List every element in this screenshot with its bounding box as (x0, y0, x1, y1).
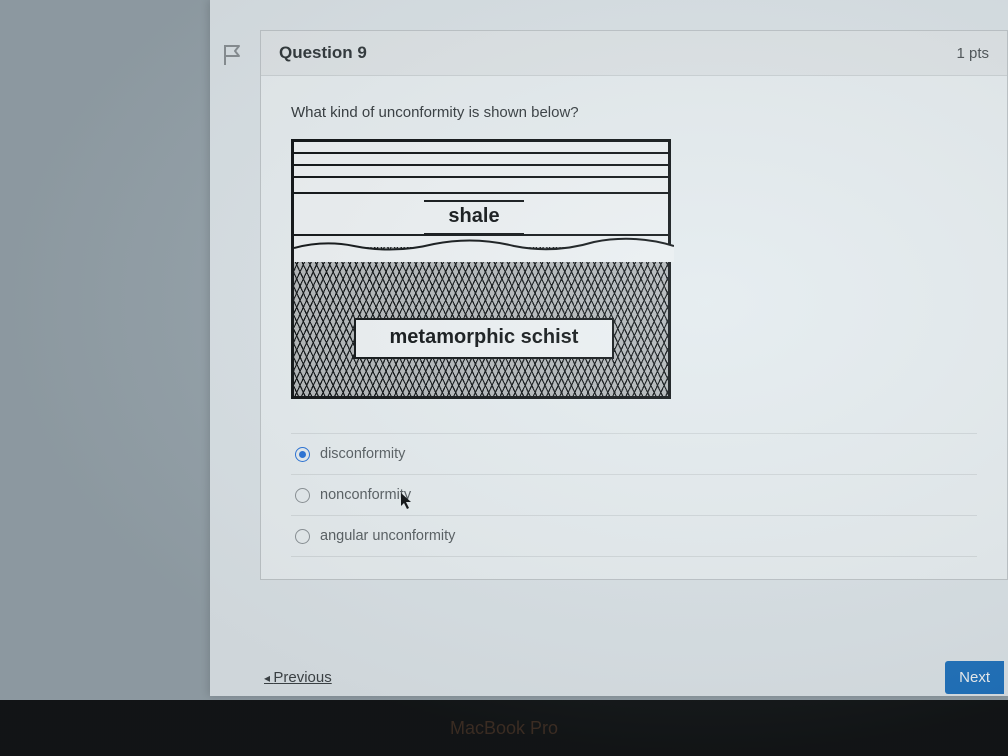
radio-icon (295, 529, 310, 544)
question-points: 1 pts (956, 45, 989, 62)
previous-button[interactable]: Previous (264, 669, 332, 686)
next-button[interactable]: Next (945, 661, 1004, 694)
answer-option-disconformity[interactable]: disconformity (291, 434, 977, 475)
question-header: Question 9 1 pts (261, 31, 1007, 76)
question-prompt: What kind of unconformity is shown below… (291, 104, 977, 121)
question-card: Question 9 1 pts What kind of unconformi… (260, 30, 1008, 580)
radio-icon (295, 447, 310, 462)
diagram-unconformity-surface (294, 232, 674, 262)
radio-icon (295, 488, 310, 503)
answer-list: disconformity nonconformity angular unco… (291, 433, 977, 557)
diagram-label-shale: shale (424, 200, 524, 235)
answer-label: angular unconformity (320, 528, 455, 544)
question-body: What kind of unconformity is shown below… (261, 76, 1007, 579)
answer-option-nonconformity[interactable]: nonconformity (291, 475, 977, 516)
nav-row: Previous Next (260, 661, 1008, 694)
answer-option-angular-unconformity[interactable]: angular unconformity (291, 516, 977, 557)
answer-label: disconformity (320, 446, 405, 462)
answer-label: nonconformity (320, 487, 411, 503)
flag-icon[interactable] (222, 43, 242, 67)
device-bezel: MacBook Pro (0, 700, 1008, 756)
quiz-page: Question 9 1 pts What kind of unconformi… (210, 0, 1008, 696)
device-name: MacBook Pro (450, 718, 558, 738)
diagram-label-schist: metamorphic schist (354, 318, 614, 359)
unconformity-diagram: shale metamorphic schist (291, 139, 671, 399)
question-title: Question 9 (279, 43, 367, 63)
